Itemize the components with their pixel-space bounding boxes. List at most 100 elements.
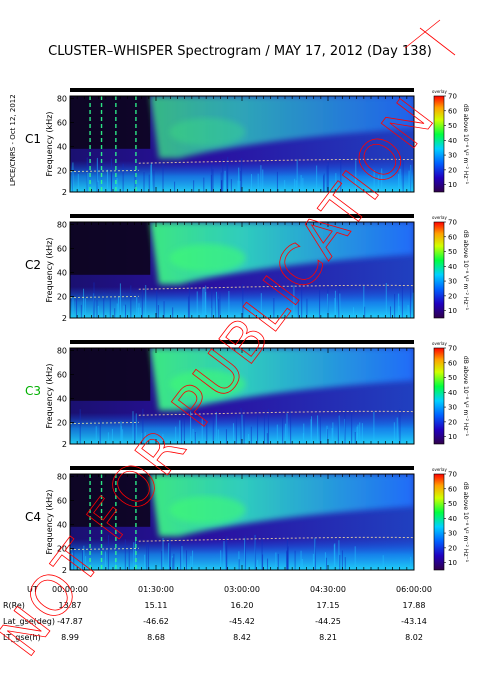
panel-top-bar: [70, 466, 414, 470]
x-tick-lt: 8.99: [61, 633, 79, 642]
colorbar-tag: overlay: [432, 341, 447, 346]
colorbar-label: dB above 10⁻⁸ V² m⁻² Hz⁻¹: [462, 356, 469, 437]
spectrogram-image: [70, 348, 414, 444]
colorbar-tick-label: 60: [448, 359, 457, 367]
colorbar-tick-label: 30: [448, 404, 457, 412]
colorbar-label: dB above 10⁻⁸ V² m⁻² Hz⁻¹: [462, 230, 469, 311]
y-tick-label: 40: [57, 268, 67, 277]
row-label-ut: UT: [27, 585, 38, 594]
y-tick-label: 80: [57, 472, 67, 481]
y-tick-label: 20: [57, 166, 67, 175]
y-tick-label: 2: [62, 188, 67, 197]
spectrogram-image: [70, 222, 414, 318]
colorbar-tick-label: 10: [448, 181, 457, 189]
colorbar-tick-label: 60: [448, 233, 457, 241]
panel-top-bar: [70, 88, 414, 92]
y-tick-label: 60: [57, 244, 67, 253]
colorbar-tick-label: 50: [448, 122, 457, 130]
colorbar-tick-label: 30: [448, 530, 457, 538]
x-tick-ut: 03:00:00: [224, 585, 260, 594]
colorbar-tick-label: 10: [448, 559, 457, 567]
bottom-axis: UT 00:00:00 01:30:00 03:00:00 04:30:00 06:00:…: [3, 585, 432, 642]
y-axis-label: Frequency (kHz): [45, 490, 54, 555]
colorbar-tick-label: 70: [448, 219, 457, 227]
x-tick-lt: 8.68: [147, 633, 165, 642]
colorbar-tick-label: 40: [448, 389, 457, 397]
row-label-r: R(Re): [3, 601, 25, 610]
y-tick-label: 60: [57, 496, 67, 505]
y-tick-label: 2: [62, 440, 67, 449]
colorbar-tick-label: 20: [448, 292, 457, 300]
colorbar-tick-label: 10: [448, 307, 457, 315]
y-tick-label: 80: [57, 220, 67, 229]
colorbar-tick-label: 50: [448, 500, 457, 508]
colorbar-tick-label: 40: [448, 515, 457, 523]
spectrogram-image: [70, 474, 414, 570]
colorbar-tick-label: 50: [448, 374, 457, 382]
spectrogram-image: [70, 96, 414, 192]
colorbar-tick-label: 60: [448, 485, 457, 493]
colorbar-tag: overlay: [432, 215, 447, 220]
x-tick-r: 15.11: [145, 601, 168, 610]
side-label: LPCE/CNRS - Oct 12, 2012: [9, 94, 17, 186]
y-tick-label: 60: [57, 118, 67, 127]
colorbar-tick-label: 70: [448, 345, 457, 353]
colorbar-tick-label: 60: [448, 107, 457, 115]
colorbar-tick-label: 10: [448, 433, 457, 441]
x-tick-ut: 06:00:00: [396, 585, 432, 594]
colorbar-tick-label: 40: [448, 137, 457, 145]
colorbar-tick-label: 30: [448, 152, 457, 160]
x-tick-ut: 01:30:00: [138, 585, 174, 594]
y-tick-label: 20: [57, 544, 67, 553]
x-tick-lat: -45.42: [229, 617, 255, 626]
panel-label: C4: [25, 510, 41, 524]
y-tick-label: 40: [57, 520, 67, 529]
y-tick-label: 2: [62, 566, 67, 575]
panel-label: C3: [25, 384, 41, 398]
row-label-lt: LT_gse(h): [3, 633, 41, 642]
colorbar-tick-label: 20: [448, 544, 457, 552]
panel-label: C2: [25, 258, 41, 272]
y-tick-label: 20: [57, 418, 67, 427]
colorbar-tag: overlay: [432, 89, 447, 94]
x-tick-r: 13.87: [59, 601, 82, 610]
colorbar-label: dB above 10⁻⁸ V² m⁻² Hz⁻¹: [462, 104, 469, 185]
y-tick-label: 60: [57, 370, 67, 379]
x-tick-lat: -43.14: [401, 617, 427, 626]
y-axis-label: Frequency (kHz): [45, 364, 54, 429]
y-tick-label: 20: [57, 292, 67, 301]
y-axis-label: Frequency (kHz): [45, 238, 54, 303]
y-axis-label: Frequency (kHz): [45, 112, 54, 177]
colorbar-tick-label: 70: [448, 93, 457, 101]
row-label-lat: Lat_gse(deg): [3, 617, 55, 626]
colorbar-tick-label: 20: [448, 166, 457, 174]
colorbar-tick-label: 50: [448, 248, 457, 256]
y-tick-label: 80: [57, 94, 67, 103]
x-tick-lt: 8.02: [405, 633, 423, 642]
y-tick-label: 2: [62, 314, 67, 323]
x-tick-r: 17.88: [403, 601, 426, 610]
colorbar-tag: overlay: [432, 467, 447, 472]
colorbar-tick-label: 20: [448, 418, 457, 426]
x-tick-lat: -46.62: [143, 617, 169, 626]
x-tick-lat: -47.87: [57, 617, 83, 626]
colorbar-tick-label: 40: [448, 263, 457, 271]
colorbar-tick-label: 70: [448, 471, 457, 479]
x-tick-lt: 8.42: [233, 633, 251, 642]
panel-label: C1: [25, 132, 41, 146]
y-tick-label: 40: [57, 394, 67, 403]
panel-top-bar: [70, 340, 414, 344]
figure-title: CLUSTER–WHISPER Spectrogram / MAY 17, 20…: [48, 44, 432, 59]
x-tick-lat: -44.25: [315, 617, 341, 626]
colorbar-tick-label: 30: [448, 278, 457, 286]
